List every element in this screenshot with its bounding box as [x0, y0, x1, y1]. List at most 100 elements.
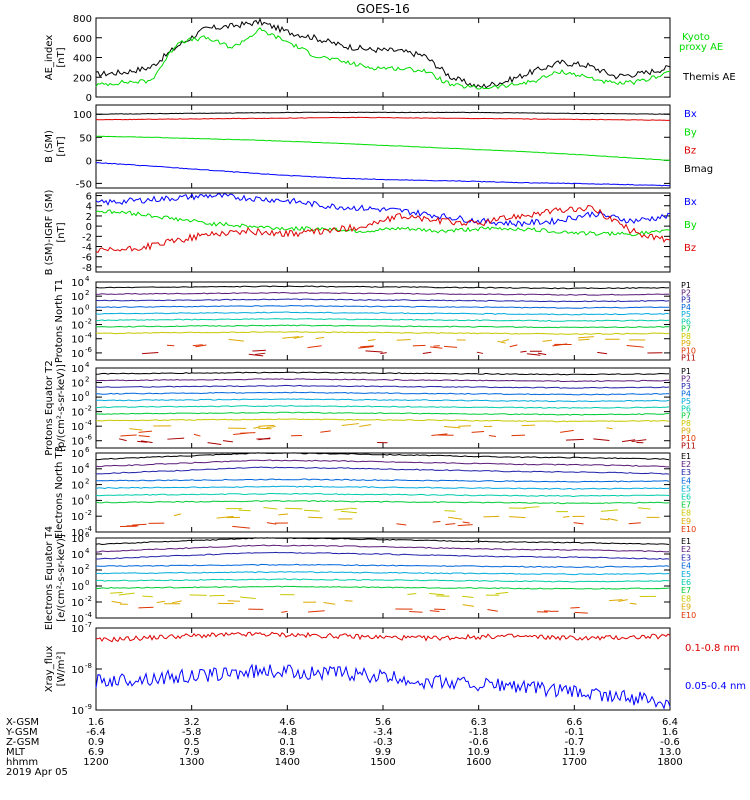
- y-tick-label: 10: [71, 550, 84, 561]
- y-tick-label: 800: [73, 14, 92, 25]
- y-axis-unit: [nT]: [56, 222, 67, 242]
- channel-trace-p9: [542, 339, 552, 342]
- channel-trace-p10: [444, 345, 458, 348]
- channel-trace-e8: [209, 594, 225, 597]
- legend-p11: P11: [681, 442, 696, 451]
- channel-trace-p10: [626, 344, 644, 348]
- channel-trace-p10: [320, 430, 331, 433]
- channel-trace-e10: [409, 611, 423, 613]
- channel-trace-p11: [526, 353, 541, 356]
- channel-trace-p9: [443, 425, 461, 429]
- footer-row-label: Y-GSM: [5, 727, 38, 738]
- channel-trace-e9: [462, 604, 474, 607]
- legend-e1: E1: [681, 537, 691, 546]
- y-tick-label: 10: [71, 422, 84, 433]
- channel-trace-e10: [308, 610, 325, 613]
- channel-trace-e9: [171, 600, 182, 604]
- y-tick-label: 10: [71, 349, 84, 360]
- channel-trace-e10: [396, 523, 407, 526]
- footer-cell: -6.4: [86, 727, 106, 738]
- y-tick-label: 100: [73, 110, 92, 121]
- footer-cell: -0.1: [565, 727, 585, 738]
- legend-e7: E7: [681, 501, 691, 510]
- channel-trace-p1: [95, 285, 670, 290]
- y-tick-label: 4: [86, 202, 92, 213]
- footer-cell: 10.9: [468, 747, 490, 758]
- y-tick-label: 10: [71, 408, 84, 419]
- series-line-bx: [95, 193, 671, 228]
- channel-trace-p11: [537, 352, 547, 356]
- y-tick-exponent: -6: [85, 434, 93, 442]
- legend-e3: E3: [681, 468, 691, 477]
- channel-trace-e10: [462, 521, 470, 524]
- channel-trace-p11: [142, 351, 159, 355]
- footer-cell: 7.9: [184, 747, 200, 758]
- legend-p1: P1: [681, 367, 691, 376]
- channel-trace-p11: [622, 439, 636, 443]
- legend-p3: P3: [681, 296, 691, 305]
- channel-trace-e9: [607, 518, 618, 521]
- channel-trace-p11: [422, 351, 432, 355]
- channel-trace-e8: [349, 507, 357, 510]
- y-tick-label: 10: [71, 364, 84, 375]
- channel-trace-e6: [95, 492, 670, 498]
- channel-trace-e9: [323, 602, 336, 605]
- channel-trace-p8: [95, 418, 670, 423]
- series-line-0-1-0-8-nm: [95, 631, 671, 643]
- legend-e10: E10: [681, 525, 696, 534]
- y-tick-exponent: 6: [85, 531, 90, 539]
- legend-e5: E5: [681, 570, 691, 579]
- channel-trace-e8: [118, 592, 135, 596]
- y-tick-label: -2: [82, 232, 92, 243]
- channel-trace-e10: [232, 525, 250, 529]
- legend-e2: E2: [681, 460, 691, 469]
- panel-7: Electrons Equator T4 [e/(cm²-s-sr-keV)] 10…: [44, 526, 696, 630]
- footer-cell: 1.6: [88, 717, 104, 728]
- legend-e10: E10: [681, 611, 696, 620]
- legend-p3: P3: [681, 382, 691, 391]
- y-tick-exponent: 0: [85, 390, 89, 398]
- channel-trace-p10: [358, 345, 374, 349]
- y-axis-label: Xray_flux: [44, 646, 55, 693]
- channel-trace-e9: [307, 516, 323, 519]
- channel-trace-p11: [248, 353, 264, 357]
- footer-cell: 6.3: [471, 717, 487, 728]
- series-line-0-05-0-4-nm: [95, 663, 671, 710]
- y-tick-label: 0: [86, 222, 92, 233]
- y-tick-exponent: -4: [85, 419, 93, 427]
- footer-cell: 0.9: [88, 737, 104, 748]
- y-tick-label: 600: [73, 34, 92, 45]
- channel-trace-e10: [432, 520, 441, 523]
- channel-trace-e3: [95, 466, 670, 475]
- channel-trace-p10: [138, 435, 150, 438]
- channel-trace-p7: [95, 411, 670, 416]
- channel-trace-p10: [195, 344, 207, 348]
- channel-trace-e9: [278, 513, 289, 516]
- y-tick-label: -4: [82, 243, 92, 254]
- footer-cell: 1400: [275, 757, 300, 768]
- legend-p10: P10: [681, 346, 696, 355]
- legend-kyoto-line2: proxy AE: [679, 42, 723, 53]
- footer-cell: 1500: [370, 757, 395, 768]
- legend-themis-ae: Themis AE: [682, 72, 736, 83]
- channel-trace-p9: [129, 428, 143, 431]
- y-tick-exponent: 0: [85, 579, 89, 587]
- y-tick-exponent: 2: [85, 478, 89, 486]
- channel-trace-e9: [448, 516, 463, 520]
- channel-trace-e10: [487, 609, 498, 612]
- footer-row-label: hhmm: [6, 757, 38, 768]
- channel-trace-e8: [240, 596, 256, 600]
- legend-e8: E8: [681, 509, 691, 518]
- legend-e1: E1: [681, 452, 691, 461]
- channel-trace-e8: [303, 509, 320, 512]
- channel-trace-e9: [618, 599, 628, 602]
- footer-row-label: 2019 Apr 05: [6, 767, 68, 778]
- legend-p7: P7: [681, 325, 691, 334]
- footer-cell: 6.4: [662, 717, 678, 728]
- footer-cell: -0.3: [373, 737, 393, 748]
- channel-trace-p8: [95, 331, 670, 335]
- channel-trace-p5: [95, 398, 670, 403]
- channel-trace-e8: [189, 594, 207, 596]
- panel-frame: [95, 17, 671, 98]
